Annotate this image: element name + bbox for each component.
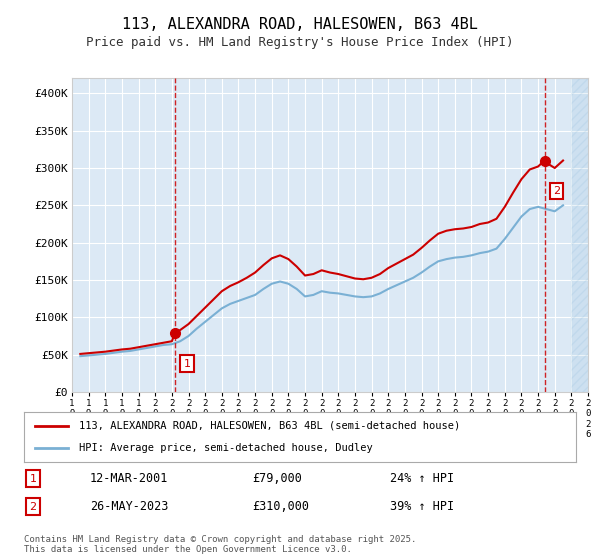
Text: Price paid vs. HM Land Registry's House Price Index (HPI): Price paid vs. HM Land Registry's House … — [86, 36, 514, 49]
Text: 24% ↑ HPI: 24% ↑ HPI — [390, 472, 454, 486]
Text: £310,000: £310,000 — [252, 500, 309, 514]
Text: 113, ALEXANDRA ROAD, HALESOWEN, B63 4BL: 113, ALEXANDRA ROAD, HALESOWEN, B63 4BL — [122, 17, 478, 32]
Text: 113, ALEXANDRA ROAD, HALESOWEN, B63 4BL (semi-detached house): 113, ALEXANDRA ROAD, HALESOWEN, B63 4BL … — [79, 421, 460, 431]
Text: HPI: Average price, semi-detached house, Dudley: HPI: Average price, semi-detached house,… — [79, 443, 373, 453]
Text: 1: 1 — [184, 358, 190, 368]
Text: 2: 2 — [29, 502, 37, 512]
Text: 26-MAY-2023: 26-MAY-2023 — [90, 500, 169, 514]
Text: Contains HM Land Registry data © Crown copyright and database right 2025.
This d: Contains HM Land Registry data © Crown c… — [24, 535, 416, 554]
Text: 39% ↑ HPI: 39% ↑ HPI — [390, 500, 454, 514]
Text: £79,000: £79,000 — [252, 472, 302, 486]
Text: 12-MAR-2001: 12-MAR-2001 — [90, 472, 169, 486]
Text: 2: 2 — [553, 186, 560, 196]
Text: 1: 1 — [29, 474, 37, 484]
